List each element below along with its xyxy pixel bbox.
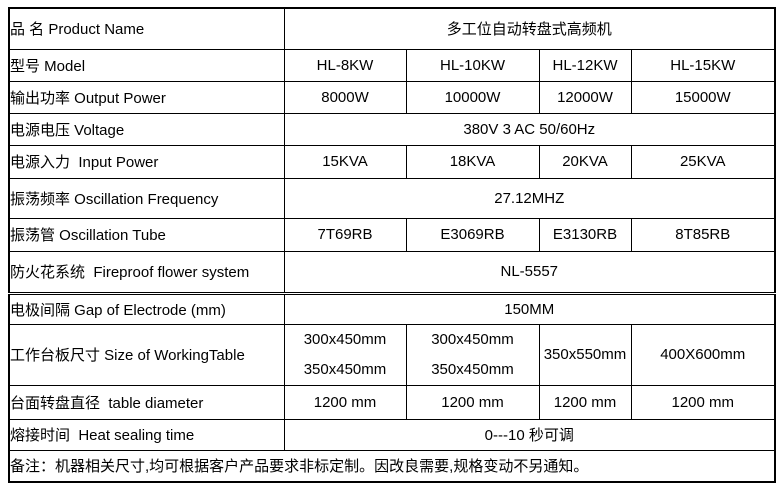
row-heat-sealing: 熔接时间 Heat sealing time 0---10 秒可调 [8, 418, 776, 451]
working-table-value-2-line-2: 350x450mm [431, 360, 514, 378]
row-note: 备注：机器相关尺寸,均可根据客户产品要求非标定制。因改良需要,规格变动不另通知。 [8, 449, 776, 483]
voltage-value: 380V 3 AC 50/60Hz [283, 112, 776, 146]
electrode-gap-value: 150MM [283, 291, 776, 325]
heat-sealing-label: 熔接时间 Heat sealing time [8, 418, 285, 451]
row-table-diameter: 台面转盘直径 table diameter 1200 mm 1200 mm 12… [8, 384, 776, 420]
oscillation-tube-label: 振荡管 Oscillation Tube [8, 217, 285, 252]
oscillation-tube-value-4: 8T85RB [630, 217, 776, 252]
table-diameter-value-1: 1200 mm [283, 384, 407, 420]
working-table-value-4: 400X600mm [630, 323, 776, 386]
spec-table: 品 名 Product Name 多工位自动转盘式高频机 型号 Model HL… [8, 7, 777, 483]
oscillation-frequency-label: 振荡频率 Oscillation Frequency [8, 177, 285, 219]
working-table-value-1: 300x450mm 350x450mm [283, 323, 407, 386]
table-diameter-value-4: 1200 mm [630, 384, 776, 420]
row-input-power: 电源入力 Input Power 15KVA 18KVA 20KVA 25KVA [8, 144, 776, 179]
row-working-table: 工作台板尺寸 Size of WorkingTable 300x450mm 35… [8, 323, 776, 386]
table-diameter-value-2: 1200 mm [405, 384, 540, 420]
working-table-value-1-line-2: 350x450mm [303, 360, 387, 378]
oscillation-tube-value-3: E3130RB [538, 217, 632, 252]
product-name-value: 多工位自动转盘式高频机 [283, 7, 776, 50]
working-table-value-3: 350x550mm [538, 323, 632, 386]
output-power-value-1: 8000W [283, 80, 407, 114]
model-value-4: HL-15KW [630, 48, 776, 82]
row-oscillation-tube: 振荡管 Oscillation Tube 7T69RB E3069RB E313… [8, 217, 776, 252]
working-table-label: 工作台板尺寸 Size of WorkingTable [8, 323, 285, 386]
input-power-value-4: 25KVA [630, 144, 776, 179]
output-power-value-3: 12000W [538, 80, 632, 114]
input-power-label: 电源入力 Input Power [8, 144, 285, 179]
table-diameter-value-3: 1200 mm [538, 384, 632, 420]
row-output-power: 输出功率 Output Power 8000W 10000W 12000W 15… [8, 80, 776, 114]
output-power-value-4: 15000W [630, 80, 776, 114]
row-electrode-gap: 电极间隔 Gap of Electrode (mm) 150MM [8, 291, 776, 325]
fireproof-system-value: NL-5557 [283, 250, 776, 294]
heat-sealing-value: 0---10 秒可调 [283, 418, 776, 451]
oscillation-tube-value-1: 7T69RB [283, 217, 407, 252]
row-oscillation-frequency: 振荡频率 Oscillation Frequency 27.12MHZ [8, 177, 776, 219]
product-name-label: 品 名 Product Name [8, 7, 285, 50]
model-value-1: HL-8KW [283, 48, 407, 82]
output-power-value-2: 10000W [405, 80, 540, 114]
input-power-value-1: 15KVA [283, 144, 407, 179]
row-fireproof-system: 防火花系统 Fireproof flower system NL-5557 [8, 250, 776, 294]
model-value-3: HL-12KW [538, 48, 632, 82]
row-product-name: 品 名 Product Name 多工位自动转盘式高频机 [8, 7, 776, 50]
working-table-value-2: 300x450mm 350x450mm [405, 323, 540, 386]
electrode-gap-label: 电极间隔 Gap of Electrode (mm) [8, 291, 285, 325]
fireproof-system-label: 防火花系统 Fireproof flower system [8, 250, 285, 294]
working-table-value-1-line-1: 300x450mm [303, 330, 387, 348]
working-table-value-2-line-1: 300x450mm [431, 330, 514, 348]
oscillation-frequency-value: 27.12MHZ [283, 177, 776, 219]
model-label: 型号 Model [8, 48, 285, 82]
voltage-label: 电源电压 Voltage [8, 112, 285, 146]
note-text: 备注：机器相关尺寸,均可根据客户产品要求非标定制。因改良需要,规格变动不另通知。 [8, 449, 776, 483]
oscillation-tube-value-2: E3069RB [405, 217, 540, 252]
model-value-2: HL-10KW [405, 48, 540, 82]
output-power-label: 输出功率 Output Power [8, 80, 285, 114]
input-power-value-3: 20KVA [538, 144, 632, 179]
input-power-value-2: 18KVA [405, 144, 540, 179]
row-model: 型号 Model HL-8KW HL-10KW HL-12KW HL-15KW [8, 48, 776, 82]
row-voltage: 电源电压 Voltage 380V 3 AC 50/60Hz [8, 112, 776, 146]
table-diameter-label: 台面转盘直径 table diameter [8, 384, 285, 420]
